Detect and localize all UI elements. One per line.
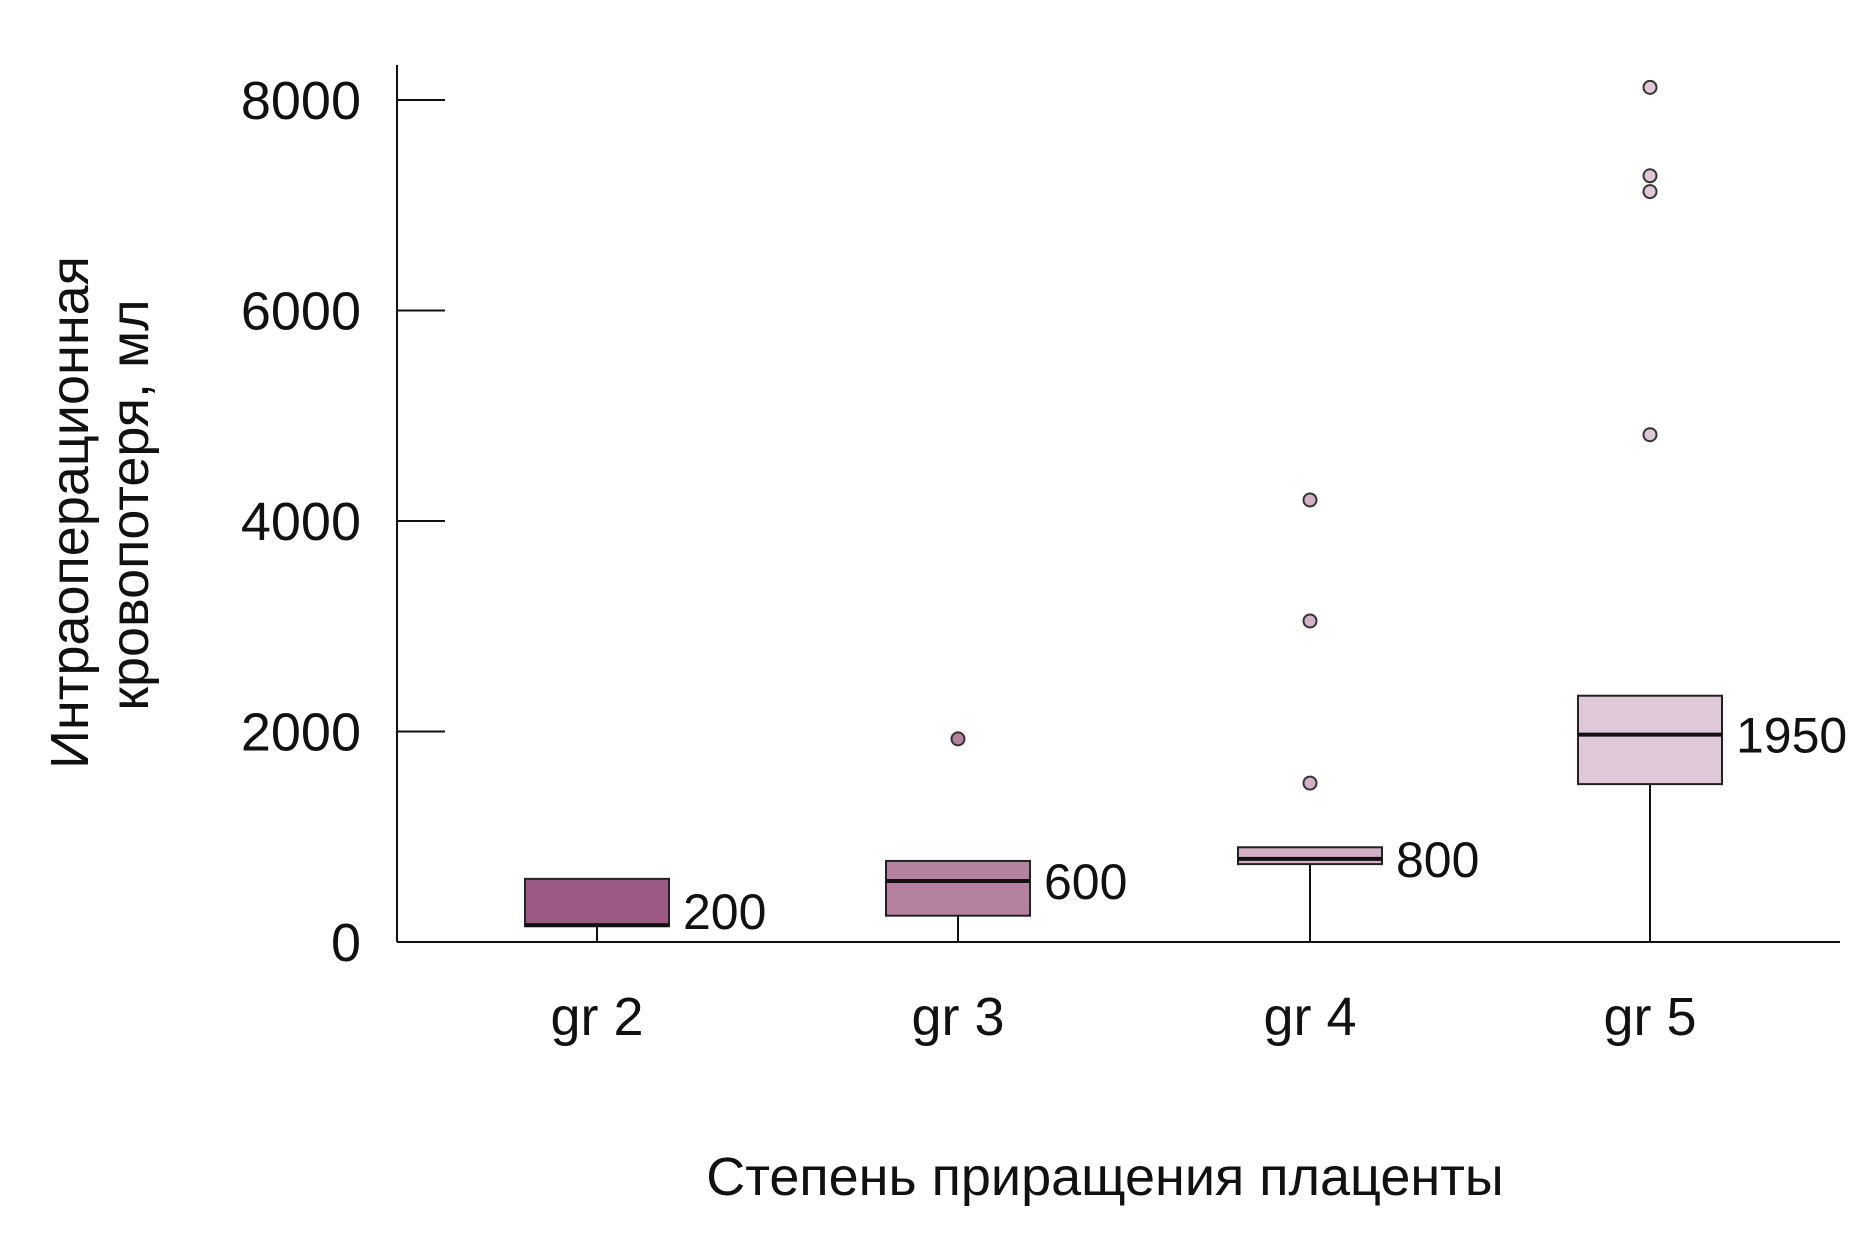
box-value-label: 600 — [1044, 854, 1127, 910]
y-tick-label: 4000 — [241, 492, 361, 552]
outlier-point — [1642, 427, 1658, 443]
y-axis-title-line-1: Интраоперационная — [40, 256, 100, 769]
x-category-label: gr 2 — [550, 987, 643, 1047]
box-5 — [1577, 694, 1723, 786]
y-axis-title-line-2: кровопотеря, мл — [100, 299, 160, 710]
box-value-label: 800 — [1396, 832, 1479, 888]
y-axis-title: Интраоперационная кровопотеря, мл — [40, 241, 160, 769]
y-tick-label: 8000 — [241, 71, 361, 131]
y-tick-label: 2000 — [241, 703, 361, 763]
box-4 — [1237, 846, 1383, 866]
x-category-label: gr 4 — [1263, 987, 1356, 1047]
y-tick-label: 6000 — [241, 282, 361, 342]
outlier-point — [1642, 168, 1658, 184]
box-2 — [524, 877, 670, 928]
box-3 — [885, 859, 1031, 917]
outlier-point — [1302, 492, 1318, 508]
outlier-point — [1302, 613, 1318, 629]
y-ticks: 0 2000 4000 6000 8000 — [241, 71, 445, 973]
x-categories: gr 2 gr 3 gr 4 gr 5 — [550, 987, 1696, 1047]
outlier-point — [1302, 775, 1318, 791]
box-value-label: 1950 — [1736, 708, 1847, 764]
box-value-label: 200 — [683, 884, 766, 940]
outlier-point — [1642, 184, 1658, 200]
outlier-point — [1642, 79, 1658, 95]
x-category-label: gr 3 — [911, 987, 1004, 1047]
boxes: 200 600 800 1950 — [524, 79, 1847, 942]
outlier-point — [950, 731, 966, 747]
y-tick-label: 0 — [331, 913, 361, 973]
x-category-label: gr 5 — [1603, 987, 1696, 1047]
x-axis-title: Степень приращения плаценты — [706, 1147, 1503, 1207]
